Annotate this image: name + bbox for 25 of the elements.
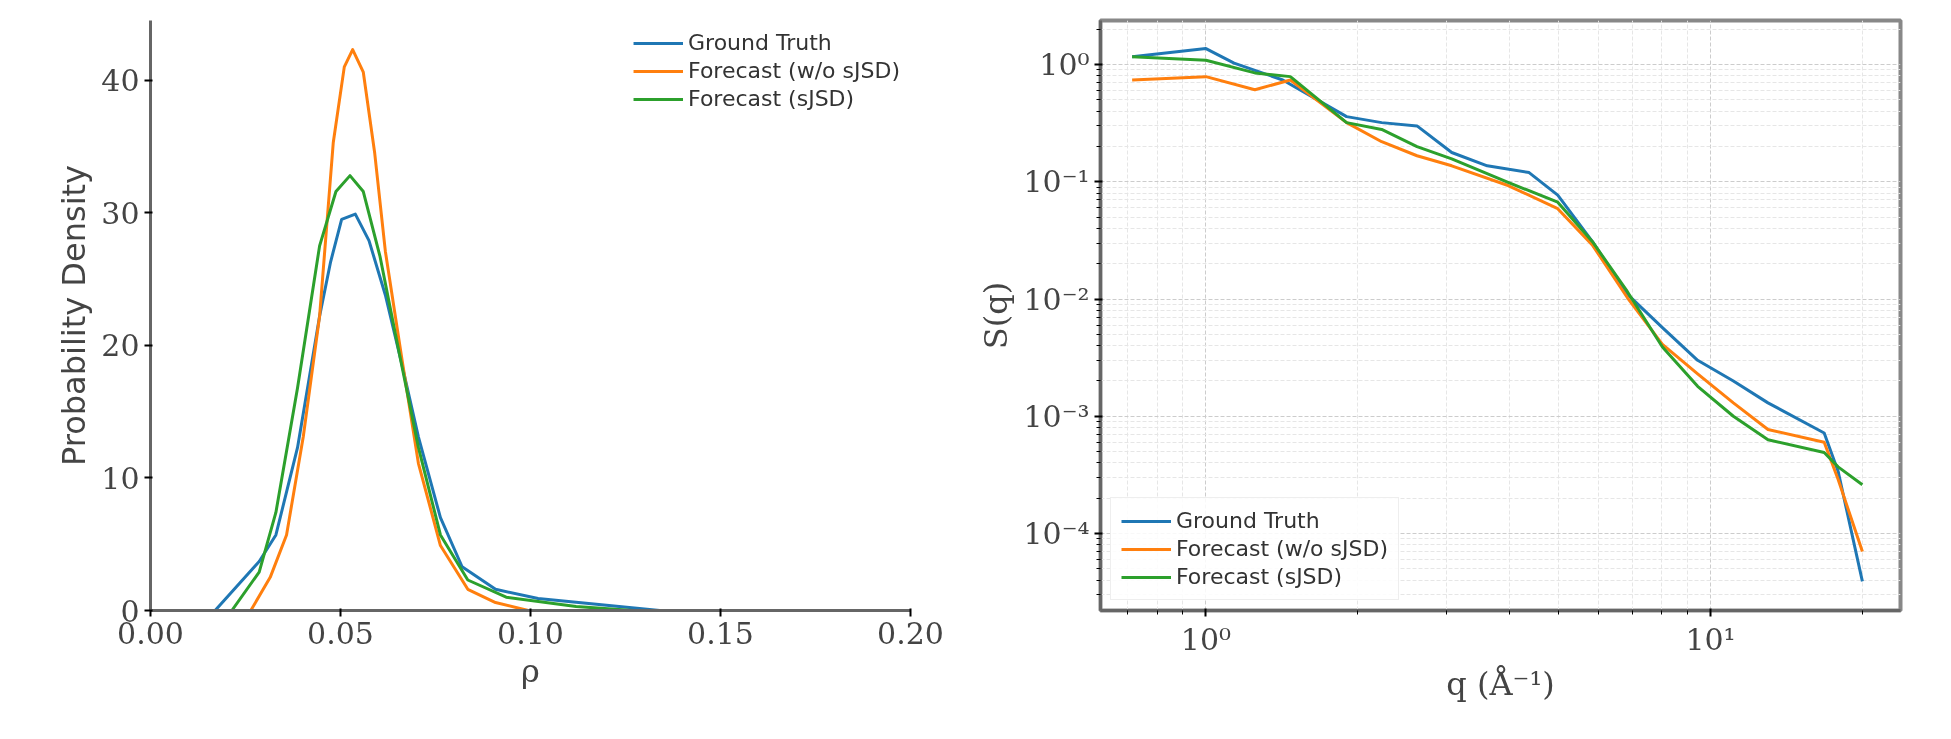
legend-label: Forecast (sJSD) — [688, 86, 855, 111]
x-axis-title: q (Å⁻¹) — [1446, 664, 1555, 703]
y-tick-label: 40 — [101, 63, 140, 99]
y-tick-label: 10⁻⁴ — [1023, 515, 1090, 551]
legend-label: Forecast (w/o sJSD) — [1176, 536, 1388, 561]
x-tick-label: 0.10 — [497, 615, 564, 651]
legend-label: Forecast (sJSD) — [1176, 564, 1343, 589]
x-tick-label: 0.20 — [877, 615, 944, 651]
y-tick-label: 20 — [101, 328, 140, 364]
y-tick-label: 10 — [101, 460, 140, 496]
y-tick-label: 30 — [101, 195, 140, 231]
x-tick-label: 10¹ — [1685, 621, 1736, 657]
x-axis-title: ρ — [521, 651, 540, 690]
y-tick-label: 10⁻¹ — [1023, 164, 1090, 200]
y-tick-label: 10⁻³ — [1023, 398, 1090, 434]
legend-label: Ground Truth — [1176, 508, 1320, 533]
y-tick-label: 10⁰ — [1039, 47, 1090, 83]
legend-label: Forecast (w/o sJSD) — [688, 58, 900, 83]
legend-label: Ground Truth — [688, 30, 832, 55]
y-axis-title: S(q) — [977, 281, 1016, 350]
x-tick-label: 0.15 — [687, 615, 754, 651]
y-tick-label: 10⁻² — [1023, 281, 1090, 317]
y-axis-title: Probability Density — [55, 165, 94, 466]
x-tick-label: 0.05 — [307, 615, 374, 651]
x-tick-label: 10⁰ — [1180, 621, 1232, 657]
